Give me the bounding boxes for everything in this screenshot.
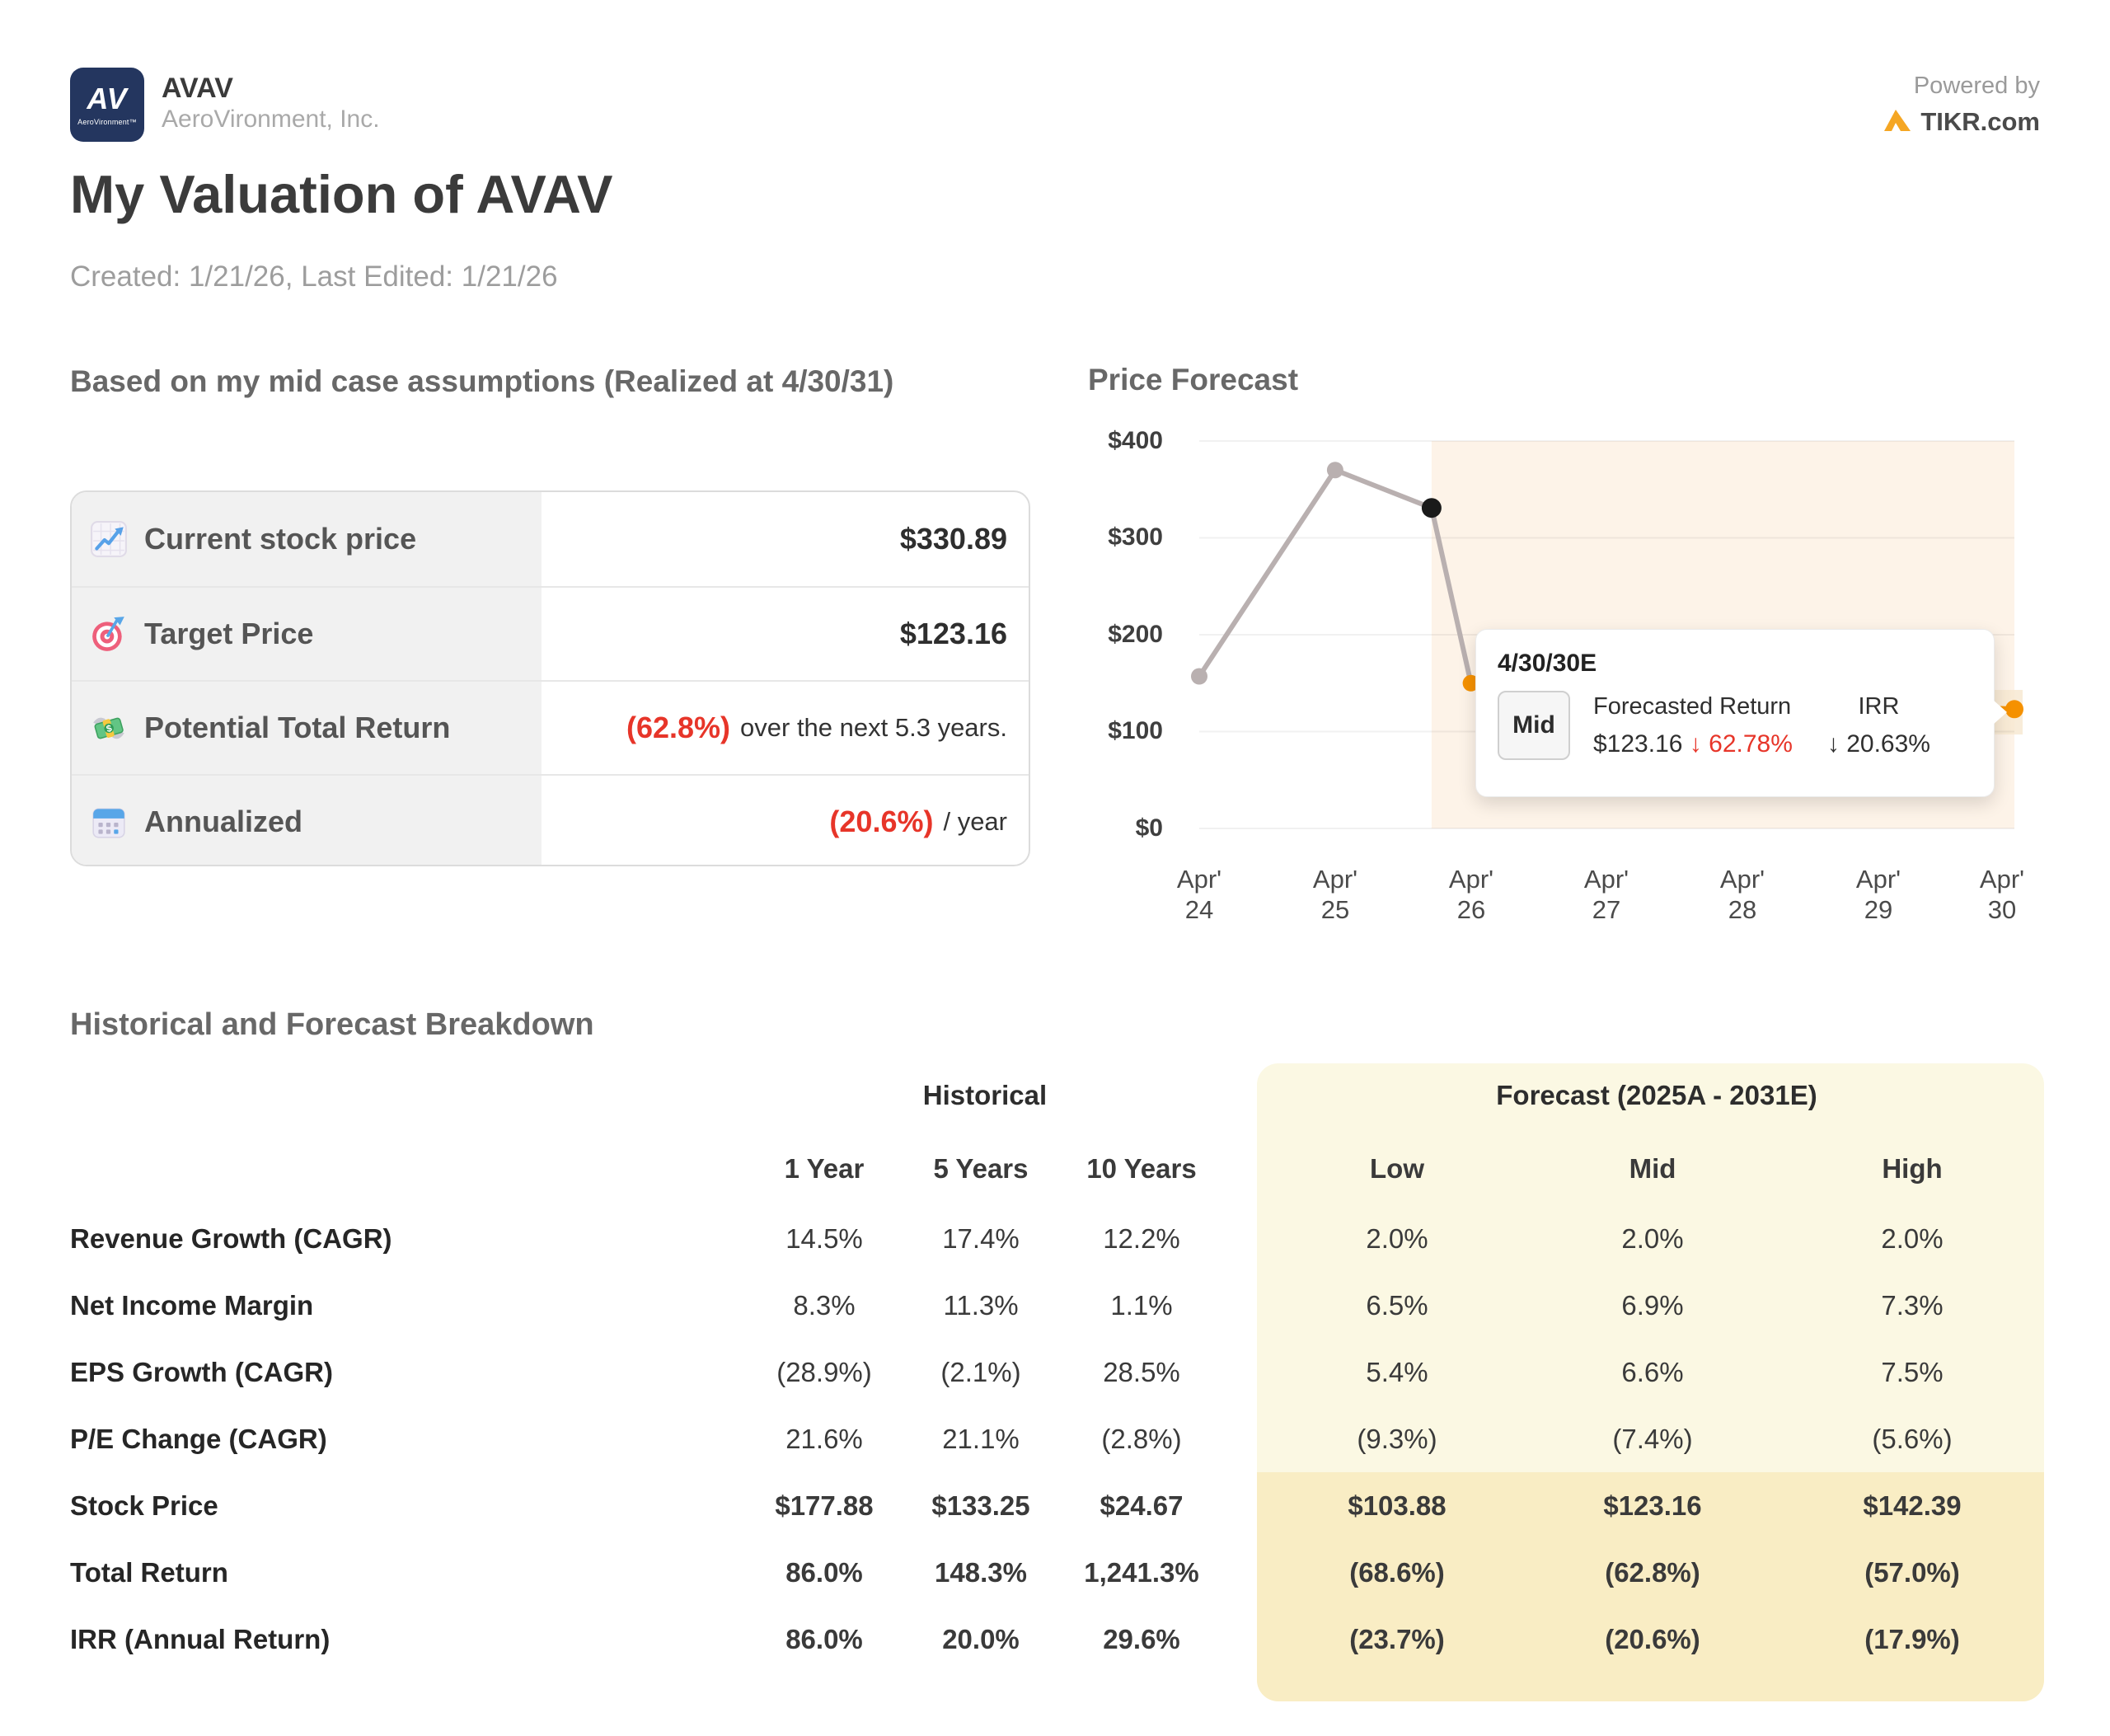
x-tick-apr27: Apr' 27 [1583, 865, 1629, 924]
x-tick-apr24: Apr' 24 [1176, 865, 1222, 924]
ticker-symbol: AVAV [162, 73, 233, 104]
target-price-label: Target Price [144, 617, 314, 650]
historical-group-header: Historical [922, 1080, 1048, 1110]
col-header-low: Low [1370, 1153, 1424, 1184]
tooltip-return-value: $123.16 [1593, 730, 1683, 758]
current-price-label: Current stock price [144, 522, 417, 556]
page-title: My Valuation of AVAV [70, 164, 613, 224]
price-forecast-chart[interactable]: $400 $300 $200 $100 $0 Apr' 24 Apr' 25 Apr… [1108, 427, 2024, 924]
tooltip-pointer [1993, 700, 2007, 725]
total-return-value: (62.8%) [626, 711, 731, 744]
target-price-value: $123.16 [899, 617, 1007, 650]
forecast-results-panel [1257, 1472, 2044, 1701]
col-header-high: High [1882, 1153, 1943, 1184]
target-icon [90, 615, 128, 653]
company-logo-av-text: AV [87, 81, 128, 115]
x-tick-apr29: Apr' 29 [1855, 865, 1901, 924]
chart-increasing-icon [90, 520, 128, 558]
tooltip-irr-value: ↓ 20.63% [1826, 730, 1930, 758]
y-tick-100: $100 [1108, 717, 1163, 744]
annualized-label: Annualized [144, 805, 303, 838]
tikr-brand-link[interactable]: TIKR.com [1883, 107, 2040, 137]
current-price-value: $330.89 [899, 522, 1007, 556]
company-logo-name-text: AeroVironment™ [77, 117, 137, 126]
tikr-logo-icon [1883, 107, 1912, 137]
annualized-value: (20.6%) [829, 805, 934, 838]
x-tick-apr30: Apr' 30 [1979, 865, 2025, 924]
summary-row-target-price: Target Price $123.16 [72, 586, 1029, 680]
forecast-group-header: Forecast (2025A - 2031E) [1496, 1080, 1817, 1110]
table-row-total-return: Total Return 86.0% 148.3% 1,241.3% (68.6… [70, 1556, 1960, 1588]
y-tick-400: $400 [1108, 427, 1163, 454]
company-name: AeroVironment, Inc. [162, 106, 380, 133]
tooltip-return-label: Forecasted Return [1593, 692, 1792, 720]
breakdown-column-headers: 1 Year 5 Years 10 Years Low Mid High [70, 1151, 2040, 1187]
company-logo: AV AeroVironment™ [70, 68, 144, 142]
breakdown-heading: Historical and Forecast Breakdown [70, 1007, 594, 1042]
summary-row-annualized: Annualized (20.6%) / year [72, 774, 1029, 865]
price-forecast-heading: Price Forecast [1088, 363, 1299, 396]
tooltip-return-change: ↓ 62.78% [1689, 730, 1793, 758]
col-header-10-years: 10 Years [1086, 1153, 1197, 1184]
money-with-wings-icon: $ [90, 709, 128, 747]
table-row-pe-change: P/E Change (CAGR) 21.6% 21.1% (2.8%) (9.… [70, 1423, 1953, 1454]
calendar-icon [90, 803, 128, 841]
breakdown-table: Revenue Growth (CAGR) 14.5% 17.4% 12.2% … [70, 1205, 2040, 1673]
y-tick-200: $200 [1108, 621, 1163, 648]
y-tick-0: $0 [1135, 814, 1163, 842]
table-row-revenue-growth: Revenue Growth (CAGR) 14.5% 17.4% 12.2% … [70, 1222, 1944, 1254]
y-tick-300: $300 [1108, 523, 1163, 551]
table-row-irr: IRR (Annual Return) 86.0% 20.0% 29.6% (2… [70, 1623, 1960, 1654]
annualized-suffix: / year [943, 807, 1007, 836]
table-row-stock-price: Stock Price $177.88 $133.25 $24.67 $103.… [70, 1490, 1962, 1521]
col-header-5-years: 5 Years [933, 1153, 1029, 1184]
summary-row-current-price: Current stock price $330.89 [72, 492, 1029, 586]
tikr-site-label: TIKR.com [1920, 107, 2040, 136]
valuation-summary-table: Current stock price $330.89 Target Price… [70, 490, 1030, 866]
total-return-suffix: over the next 5.3 years. [740, 713, 1007, 742]
table-row-eps-growth: EPS Growth (CAGR) (28.9%) (2.1%) 28.5% 5… [70, 1356, 1944, 1387]
created-edited-meta: Created: 1/21/26, Last Edited: 1/21/26 [70, 260, 558, 293]
tooltip-date: 4/30/30E [1498, 650, 1597, 677]
chart-tooltip: 4/30/30E Mid Forecasted Return $123.16 ↓… [1475, 629, 2007, 797]
x-tick-apr25: Apr' 25 [1312, 865, 1358, 924]
table-row-net-income-margin: Net Income Margin 8.3% 11.3% 1.1% 6.5% 6… [70, 1289, 1944, 1321]
col-header-mid: Mid [1629, 1153, 1676, 1184]
x-tick-apr26: Apr' 26 [1448, 865, 1494, 924]
assumptions-heading: Based on my mid case assumptions (Realiz… [70, 364, 894, 398]
summary-row-total-return: $ Potential Total Return (62.8%) over th… [72, 680, 1029, 774]
tooltip-case-badge: Mid [1498, 691, 1570, 760]
svg-text:$: $ [106, 724, 114, 734]
powered-by-label: Powered by [1913, 73, 2040, 99]
total-return-label: Potential Total Return [144, 711, 451, 744]
x-tick-apr28: Apr' 28 [1719, 865, 1765, 924]
tooltip-irr-label: IRR [1858, 692, 1900, 720]
col-header-1-year: 1 Year [784, 1153, 865, 1184]
